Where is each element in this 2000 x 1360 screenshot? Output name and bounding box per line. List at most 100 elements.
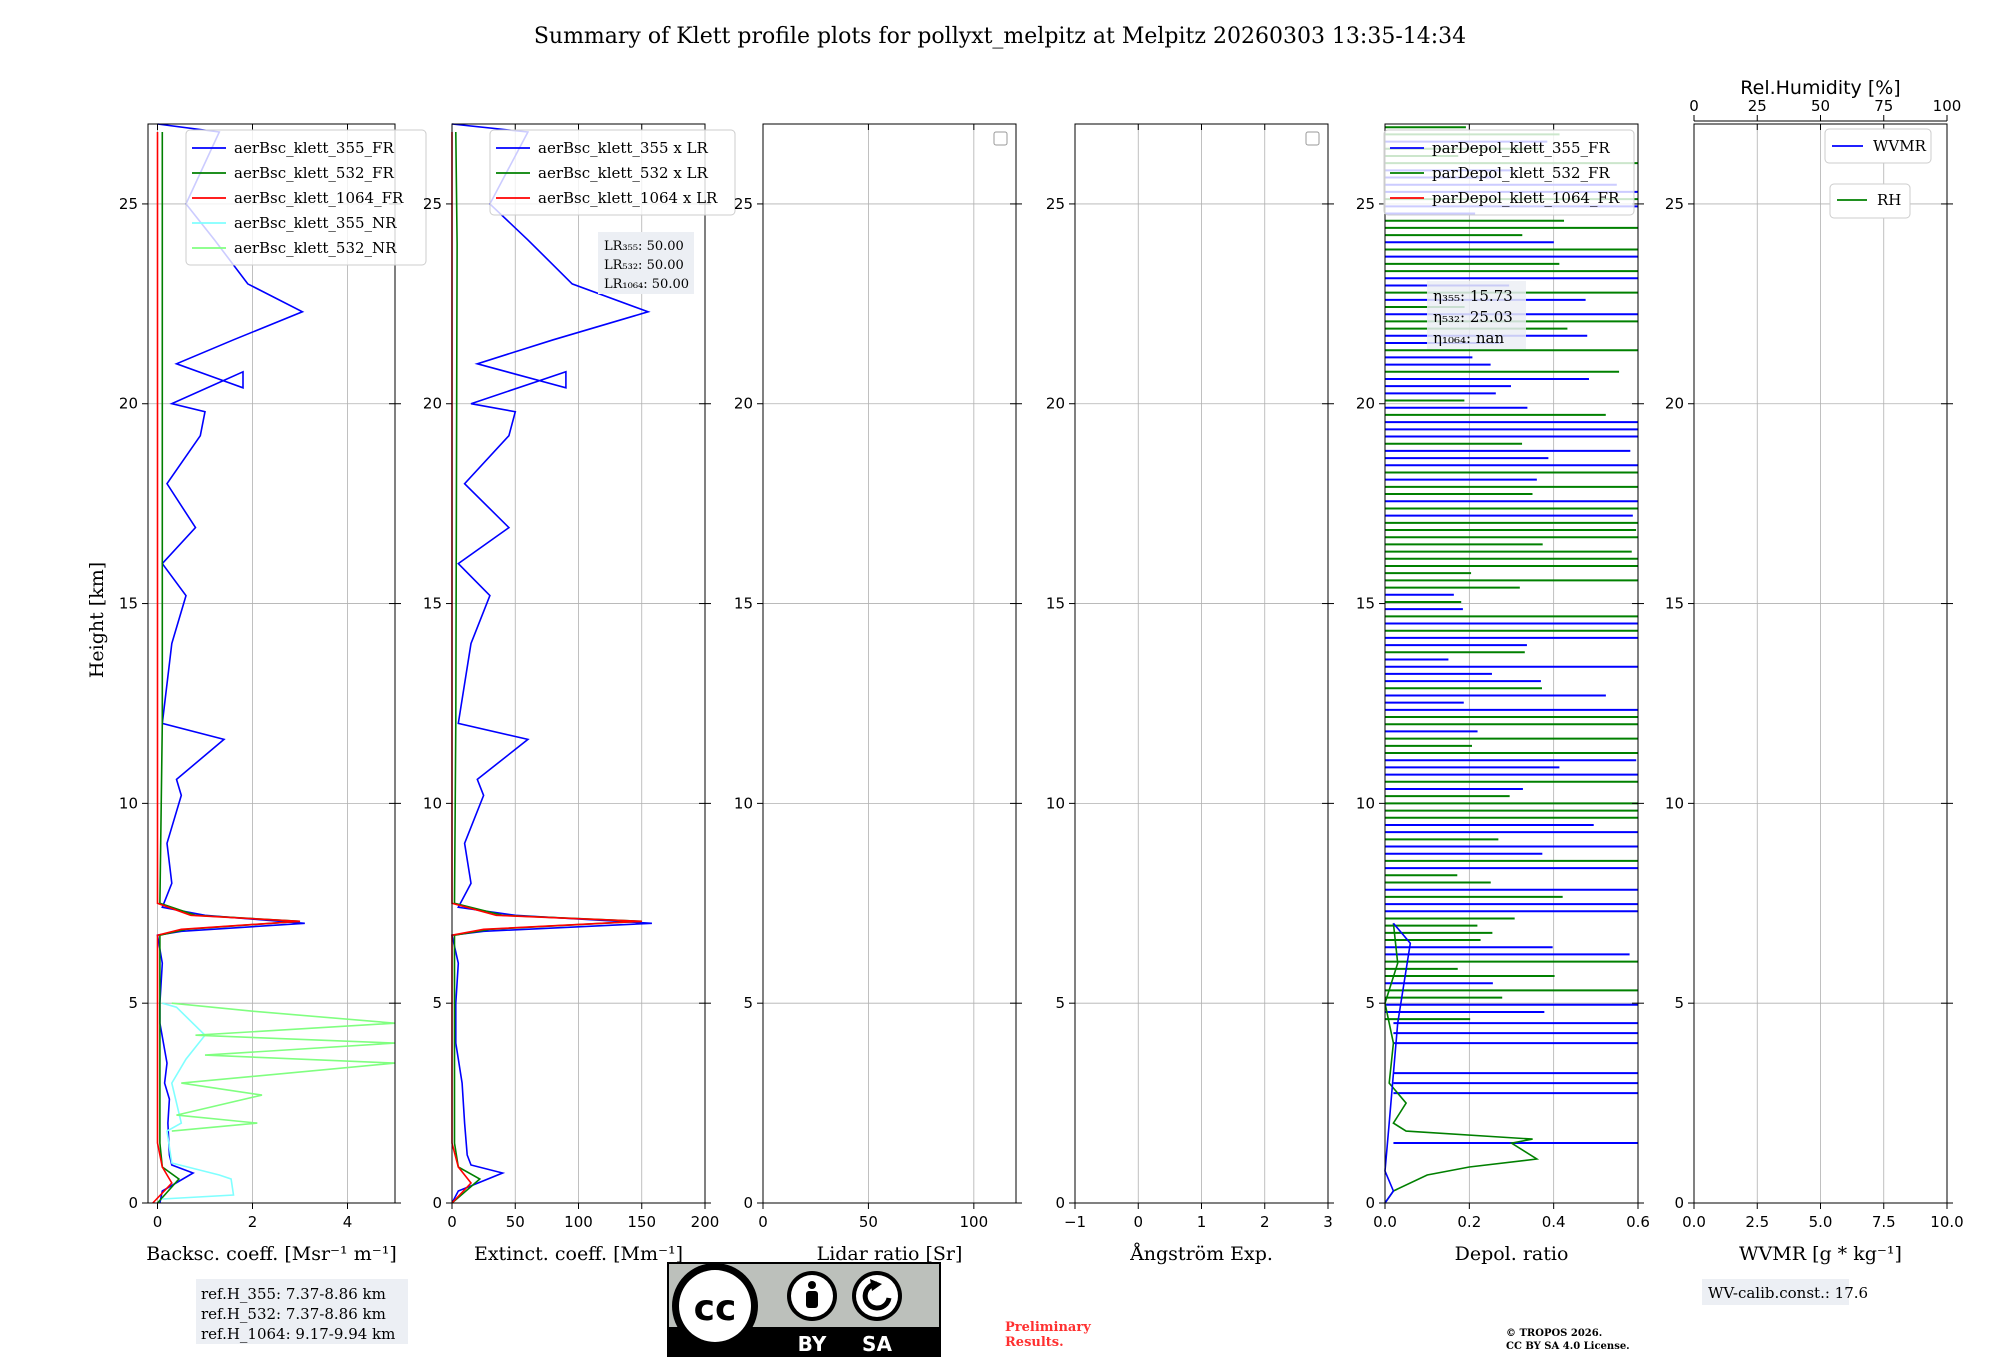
y-tick-label: 5 [1365, 994, 1375, 1012]
plot-frame [1384, 123, 1639, 1204]
lidar-ratio-label: LR₃₅₅: 50.00 [604, 239, 684, 254]
y-tick-label: 15 [1356, 595, 1375, 613]
y-tick-label: 20 [423, 395, 442, 413]
y-axis-label: Height [km] [86, 562, 108, 678]
y-tick-label: 25 [1046, 195, 1065, 213]
legend-label: aerBsc_klett_1064 x LR [538, 189, 718, 207]
share-arrow [862, 1281, 892, 1311]
series-parDepol_klett_355_FR [1384, 922, 1412, 1204]
x-tick-label: −1 [1064, 1213, 1086, 1231]
x-tick-label: 10.0 [1930, 1213, 1963, 1231]
y-tick-label: 15 [423, 595, 442, 613]
person-body [806, 1291, 818, 1308]
y-tick-label: 0 [128, 1194, 138, 1212]
y-tick-label: 5 [432, 994, 442, 1012]
x-axis-label: Extinct. coeff. [Mm⁻¹] [474, 1243, 683, 1265]
x-axis-label: Depol. ratio [1455, 1243, 1569, 1265]
y-tick-label: 20 [1356, 395, 1375, 413]
x-tick-label: 2 [1260, 1213, 1270, 1231]
series-parDepol_klett_532_FR [1384, 923, 1540, 1204]
refh-1064: ref.H_1064: 9.17-9.94 km [201, 1325, 395, 1343]
x-tick-label: 0.2 [1457, 1213, 1481, 1231]
depol-noise-lines [1385, 126, 1638, 1145]
x-tick-label: 200 [691, 1213, 720, 1231]
x-tick-label: 50 [859, 1213, 878, 1231]
preliminary-line1: Preliminary [1005, 1320, 1091, 1335]
y-tick-label: 10 [1665, 794, 1684, 812]
y-tick-label: 15 [1665, 595, 1684, 613]
panel-lr: 0 50 100 0 5 10 15 20 25 Lidar ratio [Sr] [734, 123, 1022, 1265]
y-tick-label: 25 [423, 195, 442, 213]
share-arrowhead [870, 1279, 882, 1291]
lidar-ratio-label: LR₁₀₆₄: 50.00 [604, 277, 689, 292]
series-aerBsc_klett_532_FR [156, 132, 301, 1204]
person-head [808, 1281, 816, 1289]
x-tick-label: 1 [1197, 1213, 1207, 1231]
y-tick-label: 20 [734, 395, 753, 413]
x-axis-label: Lidar ratio [Sr] [817, 1243, 963, 1265]
refh-532: ref.H_532: 7.37-8.86 km [201, 1305, 386, 1323]
x-tick-label: 0.0 [1373, 1213, 1397, 1231]
x-tick-label: 0.4 [1542, 1213, 1566, 1231]
y-tick-label: 5 [128, 994, 138, 1012]
y-tick-label: 5 [1674, 994, 1684, 1012]
refh-355: ref.H_355: 7.37-8.86 km [201, 1285, 386, 1303]
panel-bsc: 0 2 4 0 5 10 15 20 25 Backsc. coeff. [Msr⁻¹ m⁻¹] a… [119, 123, 427, 1265]
lidar-ratio-box-bg [598, 232, 694, 294]
y-tick-label: 25 [1665, 195, 1684, 213]
top-x-tick-label: 0 [1689, 97, 1699, 115]
x-tick-label: 0 [153, 1213, 163, 1231]
y-tick-label: 0 [1365, 1194, 1375, 1212]
y-tick-label: 0 [743, 1194, 753, 1212]
legend: aerBsc_klett_355_FR aerBsc_klett_532_FRae… [185, 129, 427, 266]
y-tick-label: 0 [1055, 1194, 1065, 1212]
panel-depol: 0.0 0.2 0.4 0.6 0 5 10 15 20 25 Depol. ratio parDep… [1356, 123, 1650, 1265]
top-axis-label: Rel.Humidity [%] [1740, 77, 1900, 99]
x-tick-label: 0 [1133, 1213, 1143, 1231]
y-tick-label: 10 [119, 794, 138, 812]
legend-box-wvmr [1824, 128, 1932, 164]
legend-label: aerBsc_klett_355 x LR [538, 139, 709, 157]
y-tick-label: 25 [1356, 195, 1375, 213]
y-tick-label: 0 [1674, 1194, 1684, 1212]
x-axis-label: WVMR [g * kg⁻¹] [1739, 1243, 1902, 1265]
y-tick-label: 0 [432, 1194, 442, 1212]
y-tick-label: 5 [743, 994, 753, 1012]
eta-label: η₃₅₅: 15.73 [1433, 287, 1513, 305]
y-tick-label: 20 [119, 395, 138, 413]
x-tick-label: 50 [506, 1213, 525, 1231]
legend-label: parDepol_klett_355_FR [1432, 139, 1610, 157]
x-tick-label: 0 [447, 1213, 457, 1231]
plot-frame [762, 123, 1017, 1204]
legend-label: aerBsc_klett_532_NR [234, 239, 397, 257]
legend-label: parDepol_klett_1064_FR [1432, 189, 1620, 207]
series-aerBsc_klett_355_FR [156, 123, 305, 1204]
legend-label: aerBsc_klett_1064_FR [234, 189, 404, 207]
x-tick-label: 4 [343, 1213, 353, 1231]
x-axis-label: Ångström Exp. [1129, 1243, 1273, 1265]
x-tick-label: 2.5 [1745, 1213, 1769, 1231]
series-aerBsc_klett_355 x LR [451, 123, 652, 1204]
legend-label: aerBsc_klett_532 x LR [538, 164, 709, 182]
eta-box: η₃₅₅: 15.73 η₅₃₂: 25.03 η₁₀₆₄: nan [1427, 281, 1526, 349]
top-x-tick-label: 75 [1874, 97, 1893, 115]
legend: parDepol_klett_355_FR parDepol_klett_532_… [1383, 129, 1635, 216]
legend-label: parDepol_klett_532_FR [1432, 164, 1610, 182]
lidar-ratio-box: LR₃₅₅: 50.00 LR₅₃₂: 50.00 LR₁₀₆₄: 50.00 [598, 232, 694, 294]
series-aerBsc_klett_355_NR [162, 1002, 235, 1200]
y-tick-label: 10 [1046, 794, 1065, 812]
series-aerBsc_klett_532_NR [171, 1002, 396, 1132]
reference-height-box: ref.H_355: 7.37-8.86 km ref.H_532: 7.37-… [196, 1279, 408, 1344]
sa-share-icon [856, 1275, 898, 1317]
preliminary-line2: Results. [1005, 1335, 1064, 1350]
x-tick-label: 150 [627, 1213, 656, 1231]
x-tick-label: 5.0 [1809, 1213, 1833, 1231]
legend-label: RH [1877, 191, 1901, 209]
series-aerBsc_klett_1064 x LR [451, 132, 642, 1204]
x-tick-label: 3 [1323, 1213, 1333, 1231]
y-tick-label: 20 [1046, 395, 1065, 413]
y-tick-label: 15 [734, 595, 753, 613]
eta-label: η₁₀₆₄: nan [1433, 329, 1504, 347]
wv-calib-text: WV-calib.const.: 17.6 [1708, 1284, 1868, 1302]
